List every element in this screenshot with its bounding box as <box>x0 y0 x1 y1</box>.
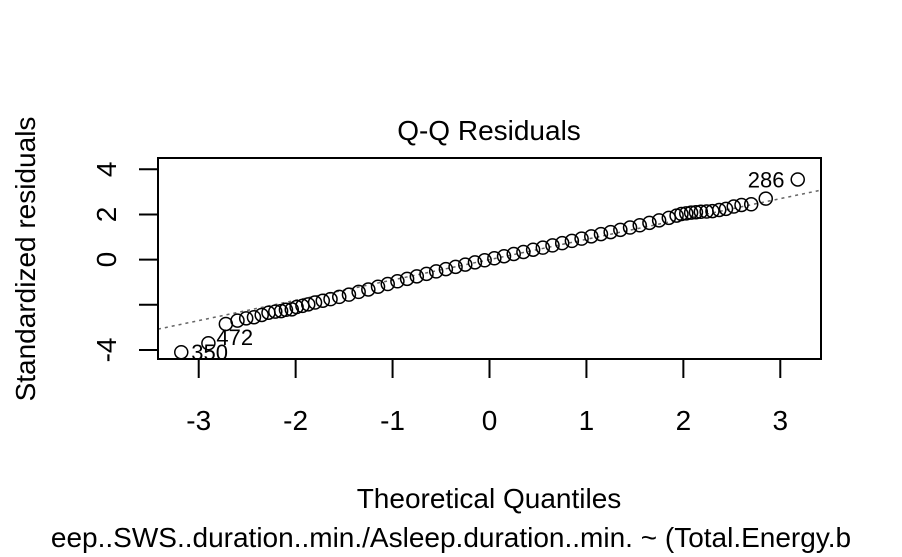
data-point <box>584 229 599 244</box>
data-point <box>307 295 323 310</box>
plot-frame <box>157 157 822 360</box>
data-point <box>790 172 805 187</box>
point-label-286: 286 <box>748 167 785 192</box>
data-point <box>516 244 531 260</box>
data-point <box>679 206 694 221</box>
data-point <box>380 276 395 292</box>
data-point <box>278 302 294 318</box>
data-point <box>390 274 405 289</box>
x-tick-label: -3 <box>186 405 211 436</box>
data-point <box>726 199 742 214</box>
y-tick-label: 0 <box>91 252 122 268</box>
x-tick-label: 2 <box>676 405 692 436</box>
data-point <box>399 271 415 287</box>
data-point <box>419 266 434 282</box>
data-point <box>743 197 759 212</box>
data-point <box>683 205 699 220</box>
data-point <box>487 251 502 266</box>
x-axis: -3 -2 -1 0 1 2 3 <box>186 358 789 436</box>
data-point <box>622 220 638 235</box>
point-label-350: 350 <box>191 340 228 365</box>
y-tick-label: 2 <box>91 207 122 223</box>
data-point <box>642 215 657 231</box>
data-point <box>230 313 245 328</box>
data-point <box>574 231 589 246</box>
data-point <box>238 311 254 326</box>
data-point <box>341 287 357 302</box>
data-point <box>246 309 262 325</box>
data-point <box>674 206 689 222</box>
data-point <box>477 253 492 268</box>
data-point <box>525 242 541 257</box>
data-point <box>603 224 618 240</box>
data-point <box>651 213 667 228</box>
data-point <box>323 291 338 307</box>
points-layer <box>174 172 805 360</box>
data-point <box>448 259 463 275</box>
data-point <box>705 203 720 219</box>
data-point <box>506 246 521 262</box>
data-point <box>734 197 749 213</box>
x-tick-label: 0 <box>482 405 498 436</box>
data-point <box>315 293 331 308</box>
x-tick-label: -2 <box>283 405 308 436</box>
y-tick-label: 4 <box>91 162 122 178</box>
data-point <box>545 238 560 253</box>
data-point <box>661 210 677 226</box>
data-point <box>693 204 709 220</box>
data-point <box>593 226 609 242</box>
x-tick-label: 3 <box>773 405 789 436</box>
y-tick-label: -4 <box>91 338 122 363</box>
data-point <box>688 204 704 220</box>
data-point <box>632 218 647 233</box>
data-point <box>718 201 734 217</box>
data-point <box>467 255 483 270</box>
data-point <box>254 307 269 323</box>
y-axis-label: Standardized residuals <box>10 117 41 402</box>
data-point <box>370 279 386 294</box>
data-point <box>613 222 628 238</box>
data-point <box>564 233 580 249</box>
data-point <box>361 282 376 297</box>
data-point <box>268 304 283 319</box>
data-point <box>711 202 727 218</box>
chart-title: Q-Q Residuals <box>397 115 581 146</box>
data-point <box>554 235 570 251</box>
data-point <box>409 269 425 284</box>
data-point <box>201 335 216 351</box>
point-label-472: 472 <box>216 325 253 350</box>
data-point <box>300 297 316 312</box>
data-point <box>174 344 189 360</box>
data-point <box>458 257 473 272</box>
reference-line <box>157 189 822 330</box>
data-point <box>496 248 512 264</box>
data-point <box>535 240 551 255</box>
data-point <box>758 191 773 206</box>
x-axis-label: Theoretical Quantiles <box>357 483 622 514</box>
data-point <box>438 261 454 277</box>
data-point <box>351 284 366 300</box>
x-tick-label: -1 <box>380 405 405 436</box>
x-tick-label: 1 <box>579 405 595 436</box>
model-formula-caption: eep..SWS..duration..min./Asleep.duration… <box>51 522 851 553</box>
data-point <box>332 289 347 305</box>
data-point <box>428 264 444 279</box>
y-axis: -4 0 2 4 <box>91 162 159 363</box>
